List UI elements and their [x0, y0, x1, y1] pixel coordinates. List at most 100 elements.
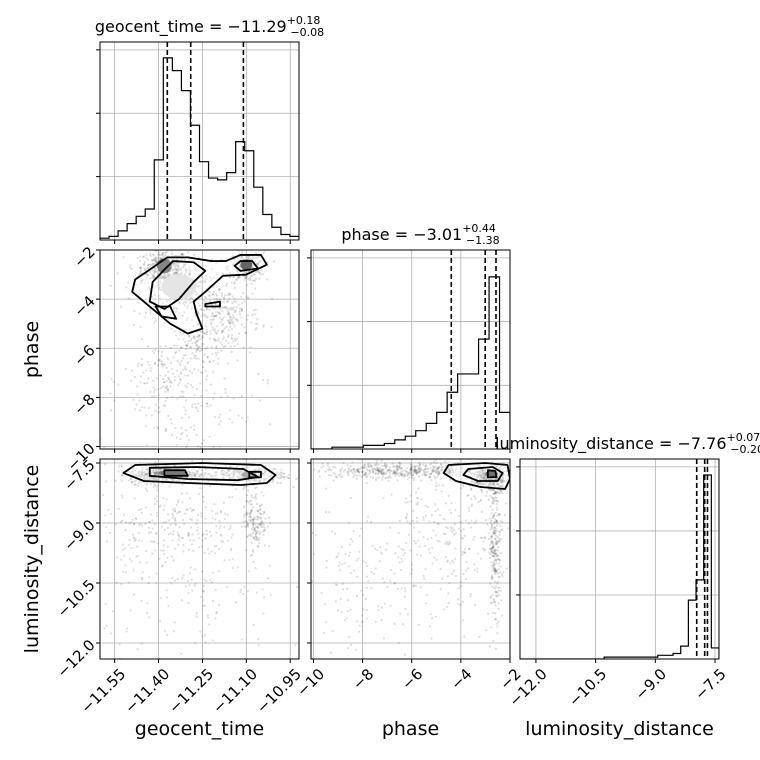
scatter-point: [192, 473, 195, 476]
scatter-point: [497, 602, 500, 605]
scatter-point: [246, 416, 249, 419]
scatter-point: [492, 482, 495, 485]
scatter-point: [245, 500, 248, 503]
scatter-point: [496, 500, 500, 503]
scatter-point: [193, 568, 196, 571]
scatter-point: [145, 472, 148, 475]
scatter-point: [164, 390, 167, 393]
scatter-point: [361, 620, 364, 624]
scatter-point: [232, 340, 235, 343]
scatter-point: [148, 287, 151, 291]
scatter-point: [190, 578, 193, 581]
scatter-point: [112, 380, 115, 383]
scatter-point: [163, 544, 166, 547]
scatter-point: [416, 496, 419, 500]
scatter-point: [201, 539, 204, 542]
scatter-point: [177, 375, 180, 378]
scatter-point: [199, 330, 202, 333]
scatter-point: [228, 476, 232, 479]
scatter-point: [261, 272, 265, 276]
scatter-point: [437, 471, 441, 474]
scatter-point: [240, 252, 244, 255]
scatter-point: [219, 413, 222, 416]
scatter-point: [216, 512, 219, 515]
scatter-point: [389, 476, 392, 479]
scatter-point: [171, 269, 174, 273]
scatter-point: [495, 497, 498, 500]
scatter-point: [149, 272, 153, 275]
scatter-point: [492, 501, 495, 504]
scatter-point: [399, 568, 402, 572]
scatter-point: [184, 268, 188, 272]
scatter-point: [355, 474, 358, 477]
scatter-point: [505, 470, 509, 473]
scatter-point: [229, 549, 233, 552]
scatter-point: [399, 612, 402, 615]
scatter-point: [211, 313, 214, 316]
scatter-point: [132, 569, 135, 572]
scatter-point: [411, 474, 414, 477]
scatter-point: [200, 330, 204, 333]
scatter-point: [251, 553, 254, 556]
scatter-point: [149, 531, 153, 534]
scatter-point: [153, 478, 156, 481]
scatter-point: [207, 294, 211, 297]
scatter-point: [442, 532, 445, 535]
scatter-point: [401, 473, 404, 476]
scatter-point: [252, 256, 255, 259]
scatter-point: [194, 582, 197, 585]
scatter-point: [433, 469, 436, 472]
scatter-point: [495, 559, 498, 562]
scatter-point: [276, 481, 279, 485]
scatter-point: [491, 594, 494, 597]
scatter-point: [439, 477, 442, 480]
scatter-point: [139, 522, 142, 525]
scatter-point: [413, 469, 416, 472]
scatter-point: [191, 589, 194, 592]
scatter-point: [330, 468, 333, 472]
scatter-point: [220, 294, 224, 297]
scatter-point: [502, 473, 505, 476]
scatter-point: [138, 470, 141, 473]
scatter-point: [461, 537, 464, 540]
scatter-point: [386, 469, 389, 473]
scatter-point: [207, 473, 210, 476]
scatter-point: [420, 498, 423, 501]
scatter-point: [474, 521, 477, 524]
scatter-point: [190, 518, 194, 521]
scatter-point: [176, 531, 179, 534]
scatter-point: [312, 552, 316, 556]
scatter-point: [429, 463, 432, 466]
scatter-point: [490, 547, 493, 550]
scatter-point: [219, 524, 222, 528]
scatter-point: [234, 488, 237, 491]
scatter-point: [121, 496, 124, 499]
scatter-point: [224, 265, 228, 268]
scatter-point: [152, 486, 155, 489]
scatter-point: [493, 514, 496, 517]
scatter-point: [439, 567, 442, 571]
scatter-point: [172, 264, 176, 267]
scatter-point: [156, 284, 159, 287]
scatter-point: [165, 251, 168, 254]
scatter-point: [195, 615, 198, 618]
scatter-point: [225, 325, 228, 328]
scatter-point: [261, 378, 265, 382]
scatter-point: [202, 472, 205, 475]
scatter-point: [385, 464, 388, 467]
x-tick-label-geocent_time-2: −11.25: [165, 665, 217, 717]
scatter-point: [500, 480, 503, 483]
scatter-point: [218, 298, 222, 301]
scatter-point: [495, 553, 498, 556]
scatter-point: [198, 334, 202, 337]
scatter-point: [259, 508, 262, 511]
scatter-point: [214, 314, 217, 317]
scatter-point: [193, 312, 196, 315]
scatter-point: [133, 375, 137, 379]
scatter-point: [414, 541, 417, 545]
scatter-point: [163, 274, 166, 277]
scatter-point: [185, 344, 188, 347]
scatter-point: [494, 534, 498, 537]
scatter-point: [266, 474, 270, 477]
scatter-point: [222, 336, 225, 339]
